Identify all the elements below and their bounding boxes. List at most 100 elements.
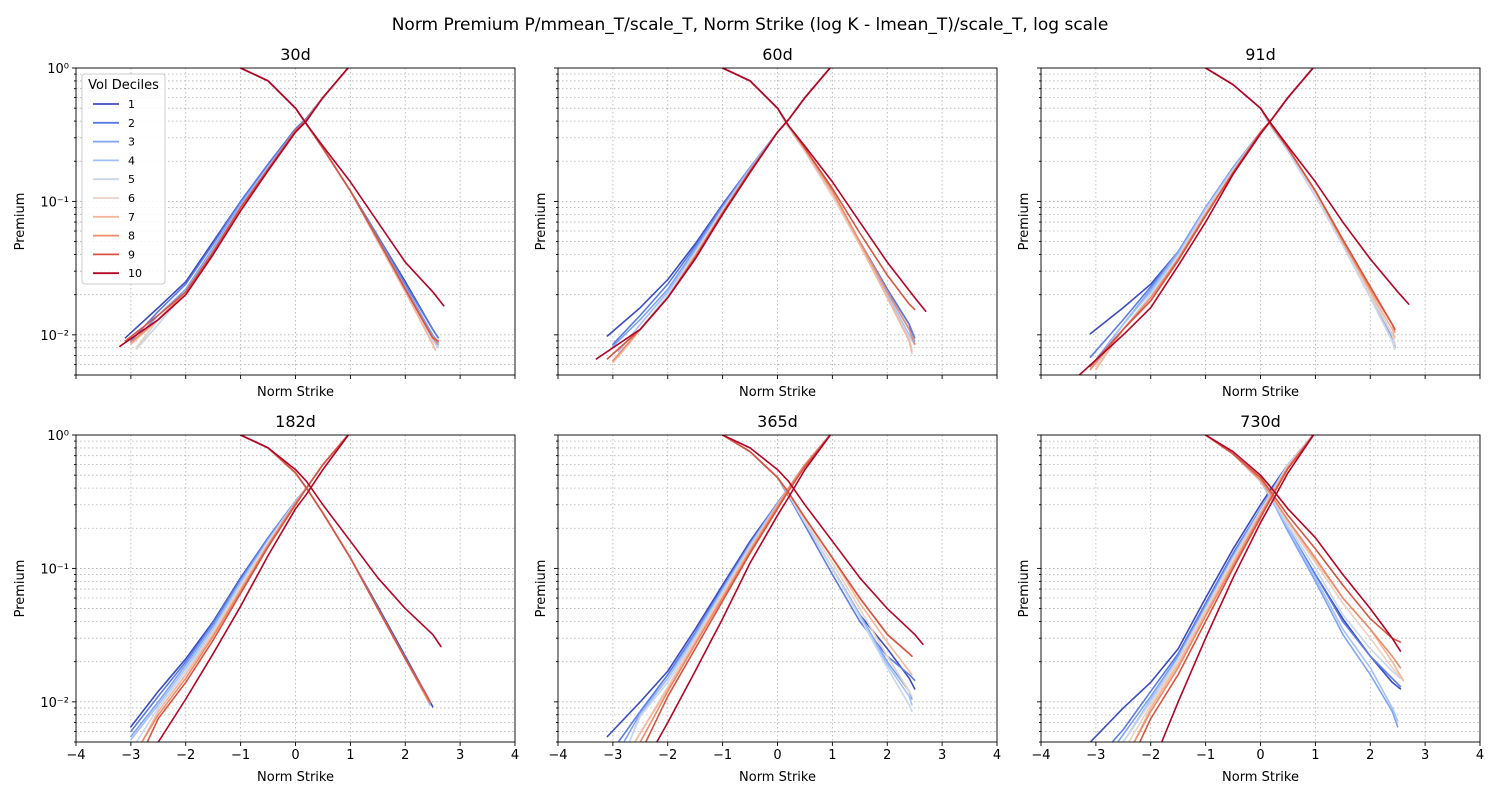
x-tick-label: 1 bbox=[346, 748, 354, 763]
x-tick-label: 0 bbox=[291, 748, 299, 763]
subplot-730d: −4 −3 −2 −1 0 1 2 3 4 730d Norm Strike Premium bbox=[1017, 412, 1484, 785]
x-axis-label: Norm Strike bbox=[739, 770, 816, 785]
x-tick-label: 3 bbox=[1421, 748, 1429, 763]
y-axis-label: Premium bbox=[534, 560, 549, 618]
y-tick-label: 10⁻¹ bbox=[40, 562, 69, 577]
subplot-365d: −4 −3 −2 −1 0 1 2 3 4 365d Norm Strike Premium bbox=[534, 412, 1001, 785]
legend-entry-label: 7 bbox=[128, 211, 135, 224]
series-line-9-put bbox=[1139, 435, 1315, 742]
series-line-10-put bbox=[656, 435, 832, 742]
legend-entry-label: 6 bbox=[128, 192, 135, 205]
x-tick-label: 3 bbox=[938, 748, 946, 763]
series-line-10-call bbox=[239, 435, 442, 648]
series-line-9-call bbox=[239, 435, 431, 703]
legend-entry-label: 9 bbox=[128, 248, 135, 261]
subplot-title: 730d bbox=[1240, 412, 1281, 431]
series-line-9-call bbox=[721, 435, 913, 657]
series-line-5-put bbox=[1122, 435, 1315, 742]
subplot-30d: 10⁻² 10⁻¹ 10⁰ 30d Norm Strike Premium Vol Deci… bbox=[13, 45, 516, 400]
x-tick-label: −4 bbox=[1031, 748, 1050, 763]
series-line-10-call bbox=[721, 68, 927, 313]
x-tick-label: −1 bbox=[231, 748, 250, 763]
x-tick-label: −1 bbox=[1196, 748, 1215, 763]
series-line-10-put bbox=[1160, 435, 1315, 742]
series-line-10-put bbox=[595, 68, 832, 360]
subplot-title: 30d bbox=[280, 45, 311, 64]
series-line-10-call bbox=[721, 435, 924, 646]
series-line-9-put bbox=[645, 435, 832, 742]
x-tick-label: −4 bbox=[66, 748, 85, 763]
series-line-8-put bbox=[639, 435, 832, 742]
x-tick-label: 4 bbox=[993, 748, 1001, 763]
x-tick-label: 3 bbox=[456, 748, 464, 763]
x-tick-label: −3 bbox=[121, 748, 140, 763]
x-tick-label: 2 bbox=[883, 748, 891, 763]
x-tick-label: −4 bbox=[548, 748, 567, 763]
x-tick-label: −3 bbox=[1086, 748, 1105, 763]
y-axis-label: Premium bbox=[1017, 560, 1032, 618]
series-line-9-put bbox=[146, 435, 350, 742]
x-tick-label: −1 bbox=[713, 748, 732, 763]
x-axis-label: Norm Strike bbox=[257, 770, 334, 785]
y-tick-label: 10⁰ bbox=[47, 429, 69, 444]
series-line-10-put bbox=[1078, 68, 1315, 375]
x-tick-label: 0 bbox=[1256, 748, 1264, 763]
x-tick-label: −2 bbox=[176, 748, 195, 763]
legend-entry-label: 1 bbox=[128, 98, 135, 111]
series-line-10-call bbox=[1204, 435, 1402, 652]
x-tick-label: 2 bbox=[401, 748, 409, 763]
series-line-10-put bbox=[119, 68, 350, 348]
y-axis-label: Premium bbox=[1017, 193, 1032, 251]
x-axis-label: Norm Strike bbox=[739, 385, 816, 400]
y-tick-label: 10⁻² bbox=[40, 696, 69, 711]
x-tick-label: −2 bbox=[1141, 748, 1160, 763]
series-line-8-call bbox=[1204, 435, 1402, 669]
subplot-title: 91d bbox=[1245, 45, 1276, 64]
x-tick-label: −2 bbox=[658, 748, 677, 763]
series-group bbox=[595, 68, 927, 364]
subplot-grid: 10⁻² 10⁻¹ 10⁰ 30d Norm Strike Premium Vol Deci… bbox=[13, 45, 1484, 785]
series-line-10-call bbox=[239, 68, 445, 307]
y-axis-label: Premium bbox=[534, 193, 549, 251]
y-tick-label: 10⁰ bbox=[47, 62, 69, 77]
x-tick-label: 1 bbox=[828, 748, 836, 763]
x-tick-label: 4 bbox=[1476, 748, 1484, 763]
y-tick-label: 10⁻¹ bbox=[40, 195, 69, 210]
subplot-title: 60d bbox=[762, 45, 793, 64]
legend-title: Vol Deciles bbox=[88, 78, 159, 93]
x-tick-label: 1 bbox=[1311, 748, 1319, 763]
series-group bbox=[130, 435, 442, 742]
series-line-10-put bbox=[157, 435, 350, 742]
x-axis-label: Norm Strike bbox=[257, 385, 334, 400]
subplot-title: 182d bbox=[275, 412, 316, 431]
legend-entry-label: 4 bbox=[128, 154, 135, 167]
x-tick-label: −3 bbox=[603, 748, 622, 763]
figure-suptitle: Norm Premium P/mmean_T/scale_T, Norm Str… bbox=[392, 15, 1109, 35]
series-line-9-call bbox=[1204, 435, 1402, 643]
series-group bbox=[1078, 68, 1410, 375]
series-group bbox=[1089, 435, 1404, 742]
legend-box bbox=[81, 73, 166, 285]
subplot-60d: 60d Norm Strike Premium bbox=[534, 45, 998, 400]
series-group bbox=[606, 435, 924, 742]
legend-entry-label: 10 bbox=[128, 267, 142, 280]
y-axis-label: Premium bbox=[13, 560, 28, 618]
subplot-91d: 91d Norm Strike Premium bbox=[1017, 45, 1481, 400]
legend-entry-label: 5 bbox=[128, 173, 135, 186]
x-axis-label: Norm Strike bbox=[1222, 385, 1299, 400]
y-axis-label: Premium bbox=[13, 193, 28, 251]
series-line-10-call bbox=[1204, 68, 1410, 305]
legend: Vol Deciles 1 2 3 4 5 6 7 8 9 10 bbox=[81, 73, 166, 285]
subplot-182d: −4 −3 −2 −1 0 1 2 3 4 10⁻² 10⁻¹ 10⁰ 182d Norm Strike P… bbox=[13, 412, 519, 785]
y-tick-label: 10⁻² bbox=[40, 329, 69, 344]
subplot-title: 365d bbox=[757, 412, 798, 431]
legend-entry-label: 3 bbox=[128, 136, 135, 149]
x-tick-label: 4 bbox=[511, 748, 519, 763]
x-tick-label: 0 bbox=[773, 748, 781, 763]
legend-entry-label: 2 bbox=[128, 117, 135, 130]
x-axis-label: Norm Strike bbox=[1222, 770, 1299, 785]
legend-entry-label: 8 bbox=[128, 230, 135, 243]
series-group bbox=[119, 68, 445, 351]
